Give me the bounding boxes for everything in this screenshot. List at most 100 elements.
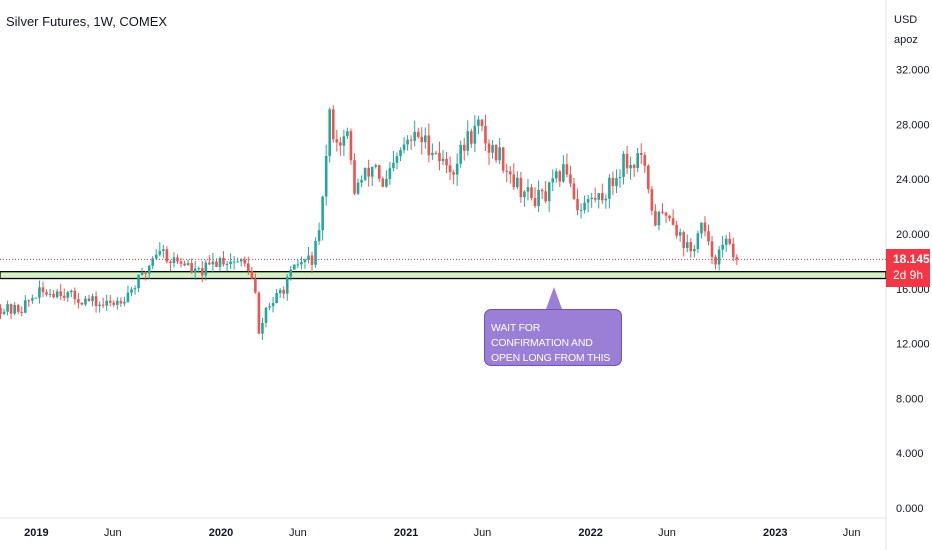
time-axis[interactable]: 2019 Jun 2020 Jun 2021 Jun 2022 Jun 2023 Jun xyxy=(24,527,860,539)
candle-body xyxy=(261,322,264,334)
candle-body xyxy=(731,243,735,258)
x-tick-label: Jun xyxy=(474,527,492,539)
candle-body xyxy=(247,263,250,271)
x-tick-label: 2022 xyxy=(578,527,602,539)
candle-body xyxy=(116,300,119,305)
candle-body xyxy=(441,158,445,162)
candle-body xyxy=(87,298,91,302)
candle-body xyxy=(349,131,353,161)
candle-body xyxy=(38,287,41,298)
candle-body xyxy=(271,303,275,307)
candle-body xyxy=(112,302,116,305)
candle-body xyxy=(512,174,516,188)
candle-body xyxy=(424,135,427,143)
candle-body xyxy=(569,174,572,184)
candle-body xyxy=(328,109,332,156)
candle-body xyxy=(250,270,254,279)
candle-body xyxy=(324,155,328,197)
y-tick-label: 20.000 xyxy=(896,229,930,241)
candle-body xyxy=(6,304,9,312)
candle-body xyxy=(678,232,682,236)
x-tick-label: 2019 xyxy=(24,527,48,539)
x-tick-label: Jun xyxy=(104,527,122,539)
candle-body xyxy=(162,249,165,252)
candle-body xyxy=(629,165,632,169)
support-zone xyxy=(0,271,887,280)
candle-body xyxy=(409,139,413,141)
candle-body xyxy=(317,230,321,242)
candle-body xyxy=(254,278,257,293)
candle-body xyxy=(413,131,416,141)
price-axis[interactable]: 32.00028.00024.00020.00016.00012.0008.00… xyxy=(896,65,930,515)
candle-body xyxy=(48,293,52,295)
candle-body xyxy=(144,272,147,274)
candle-body xyxy=(473,125,477,144)
candle-body xyxy=(381,178,385,187)
candle-body xyxy=(208,262,211,265)
candle-body xyxy=(62,295,66,298)
candle-body xyxy=(133,288,137,290)
candle-body xyxy=(639,153,643,155)
candle-body xyxy=(600,193,604,201)
candle-body xyxy=(693,248,696,252)
candle-body xyxy=(388,168,392,179)
candle-body xyxy=(420,136,424,143)
candle-body xyxy=(551,178,555,183)
candle-body xyxy=(293,264,296,270)
candle-body xyxy=(508,171,512,175)
candle-body xyxy=(31,298,34,301)
candle-body xyxy=(724,238,728,245)
candle-body xyxy=(0,307,2,314)
candle-body xyxy=(533,198,537,207)
candle-body xyxy=(501,147,505,171)
x-tick-label: 2020 xyxy=(209,527,233,539)
bar-countdown: 2d 9h xyxy=(893,268,924,282)
candle-body xyxy=(480,119,484,126)
candle-body xyxy=(448,165,452,173)
candle-body xyxy=(657,211,661,226)
candle-body xyxy=(523,191,526,198)
candle-body xyxy=(611,177,615,187)
annotation-callout[interactable]: WAIT FOR CONFIRMATION AND OPEN LONG FROM… xyxy=(484,309,622,379)
currency-label: USD xyxy=(894,14,918,26)
candle-body xyxy=(80,302,84,305)
candle-body xyxy=(377,165,381,179)
candle-body xyxy=(682,232,686,249)
scale-mode-label[interactable]: apoz xyxy=(894,34,918,46)
candle-body xyxy=(395,156,399,163)
candle-body xyxy=(264,307,268,323)
candle-body xyxy=(721,244,724,250)
candle-body xyxy=(123,301,126,304)
candle-body xyxy=(55,291,59,298)
candle-body xyxy=(370,166,374,177)
candle-body xyxy=(696,233,700,249)
candle-body xyxy=(416,131,420,137)
candle-body xyxy=(516,177,519,188)
candle-body xyxy=(186,263,190,266)
candle-body xyxy=(367,167,370,177)
candle-body xyxy=(675,224,678,236)
candle-body xyxy=(275,293,278,304)
candle-body xyxy=(94,296,98,307)
candle-body xyxy=(179,261,183,264)
candle-body xyxy=(562,164,565,182)
candle-body xyxy=(13,305,16,314)
candle-body xyxy=(91,296,94,302)
candle-body xyxy=(229,261,232,264)
candle-body xyxy=(498,147,501,161)
candle-body xyxy=(204,262,208,276)
candle-body xyxy=(406,139,409,145)
candle-body xyxy=(126,292,130,302)
candle-body xyxy=(554,171,558,179)
candle-body xyxy=(487,143,491,153)
candle-body xyxy=(342,136,346,146)
candle-body xyxy=(491,145,494,153)
candle-body xyxy=(530,187,533,199)
candle-body xyxy=(434,152,438,154)
candle-body xyxy=(331,109,335,140)
candle-body xyxy=(668,215,671,219)
candle-body xyxy=(664,212,668,216)
y-tick-label: 8.000 xyxy=(896,393,924,405)
candle-body xyxy=(597,193,601,200)
